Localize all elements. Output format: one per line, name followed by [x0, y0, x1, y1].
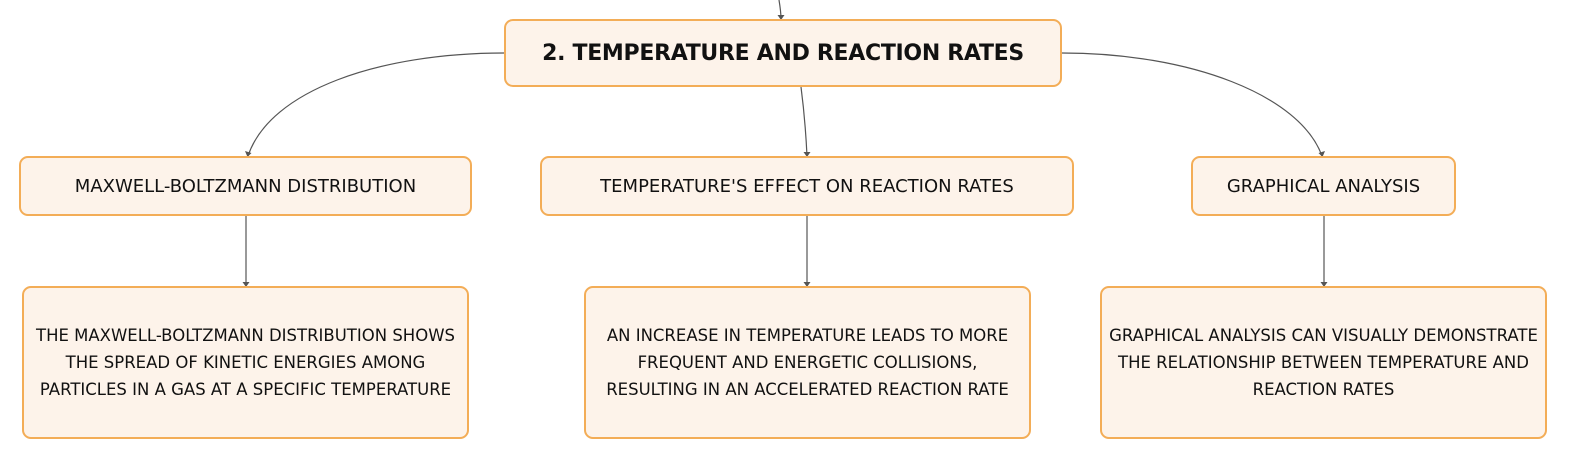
- detail-node-graphical-analysis[interactable]: GRAPHICAL ANALYSIS CAN VISUALLY DEMONSTR…: [1100, 286, 1547, 439]
- topic-node-label: TEMPERATURE'S EFFECT ON REACTION RATES: [600, 175, 1014, 197]
- detail-node-maxwell-boltzmann[interactable]: THE MAXWELL-BOLTZMANN DISTRIBUTION SHOWS…: [22, 286, 469, 439]
- topic-node-label: GRAPHICAL ANALYSIS: [1226, 175, 1421, 197]
- detail-node-text: AN INCREASE IN TEMPERATURE LEADS TO MORE…: [606, 326, 1009, 399]
- connector-root-to-topic-2: [800, 86, 808, 157]
- root-node[interactable]: 2. TEMPERATURE AND REACTION RATES: [504, 19, 1062, 87]
- topic-node-temperature-effect[interactable]: TEMPERATURE'S EFFECT ON REACTION RATES: [540, 156, 1074, 216]
- arrowhead-detail-2: [803, 282, 811, 287]
- topic-node-maxwell-boltzmann[interactable]: MAXWELL-BOLTZMANN DISTRIBUTION: [19, 156, 472, 216]
- arrowhead-detail-1: [242, 282, 250, 287]
- connector-root-to-topic-1: [247, 52, 505, 157]
- topic-node-graphical-analysis[interactable]: GRAPHICAL ANALYSIS: [1191, 156, 1456, 216]
- detail-node-text: THE MAXWELL-BOLTZMANN DISTRIBUTION SHOWS…: [36, 326, 455, 399]
- arrowhead-root: [777, 15, 785, 20]
- root-node-label: 2. TEMPERATURE AND REACTION RATES: [542, 40, 1024, 66]
- detail-node-temperature-effect[interactable]: AN INCREASE IN TEMPERATURE LEADS TO MORE…: [584, 286, 1031, 439]
- arrowhead-detail-3: [1320, 282, 1328, 287]
- arrowhead-topic-3: [1318, 151, 1325, 157]
- connector-root-to-topic-3: [1061, 52, 1323, 157]
- arrowhead-topic-1: [245, 151, 252, 157]
- detail-node-text: GRAPHICAL ANALYSIS CAN VISUALLY DEMONSTR…: [1109, 326, 1538, 399]
- arrowhead-topic-2: [803, 152, 811, 157]
- topic-node-label: MAXWELL-BOLTZMANN DISTRIBUTION: [74, 175, 417, 197]
